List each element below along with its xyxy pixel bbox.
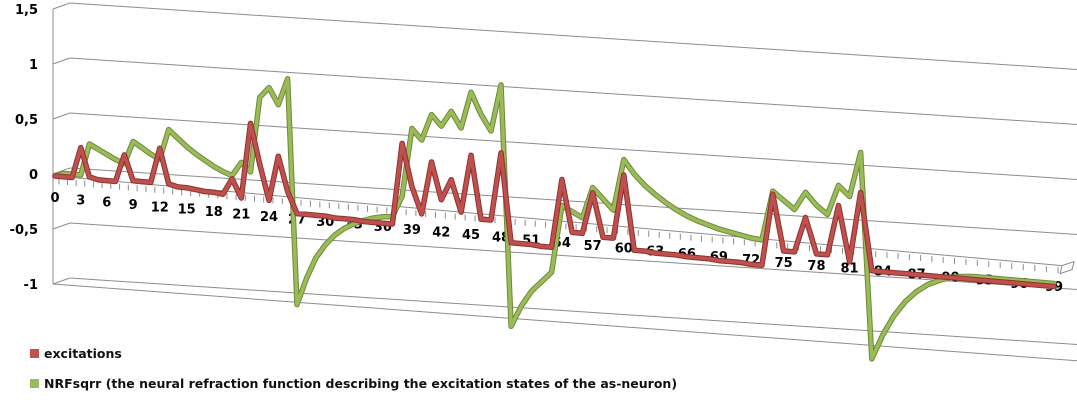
gridlines [52, 2, 1077, 362]
x-tick-label: 60 [615, 242, 633, 257]
legend-item-excitations: excitations [30, 346, 122, 361]
legend-label: NRFsqrr (the neural refraction function … [44, 376, 678, 391]
x-tick-label: 75 [775, 256, 793, 271]
y-tick-label: 1,5 [15, 3, 38, 18]
y-tick-label: 0,5 [15, 113, 38, 128]
x-tick-label: 42 [432, 225, 450, 240]
x-tick-label: 57 [584, 239, 602, 254]
x-tick-label: 45 [462, 228, 480, 243]
y-tick-label: -0,5 [10, 223, 38, 238]
series-line-nrfsqrr [53, 77, 1056, 361]
x-tick-label: 39 [403, 223, 421, 238]
legend-item-nrfsqrr: NRFsqrr (the neural refraction function … [30, 376, 677, 391]
y-tick-label: 0 [29, 168, 38, 183]
y-axis: 1,5 1 0,5 0 -0,5 -1 [10, 3, 38, 293]
legend-swatch-green [30, 379, 39, 388]
legend-label: excitations [44, 346, 122, 361]
legend-swatch-red [30, 349, 39, 358]
x-tick-label: 18 [205, 205, 223, 220]
x-tick-label: 6 [102, 196, 111, 211]
x-tick-label: 21 [232, 208, 250, 223]
y-tick-label: 1 [29, 58, 38, 73]
x-tick-label: 24 [260, 210, 278, 225]
y-tick-label: -1 [24, 278, 38, 293]
x-tick-label: 12 [151, 200, 169, 215]
x-tick-label: 78 [807, 259, 825, 274]
x-tick-label: 9 [129, 198, 138, 213]
series-line-excitations [53, 121, 1056, 289]
x-tick-label: 15 [178, 203, 196, 218]
x-tick-label: 3 [76, 193, 85, 208]
data-series [52, 76, 1057, 362]
x-tick-label: 0 [50, 191, 59, 206]
x-tick-label: 81 [841, 262, 859, 277]
